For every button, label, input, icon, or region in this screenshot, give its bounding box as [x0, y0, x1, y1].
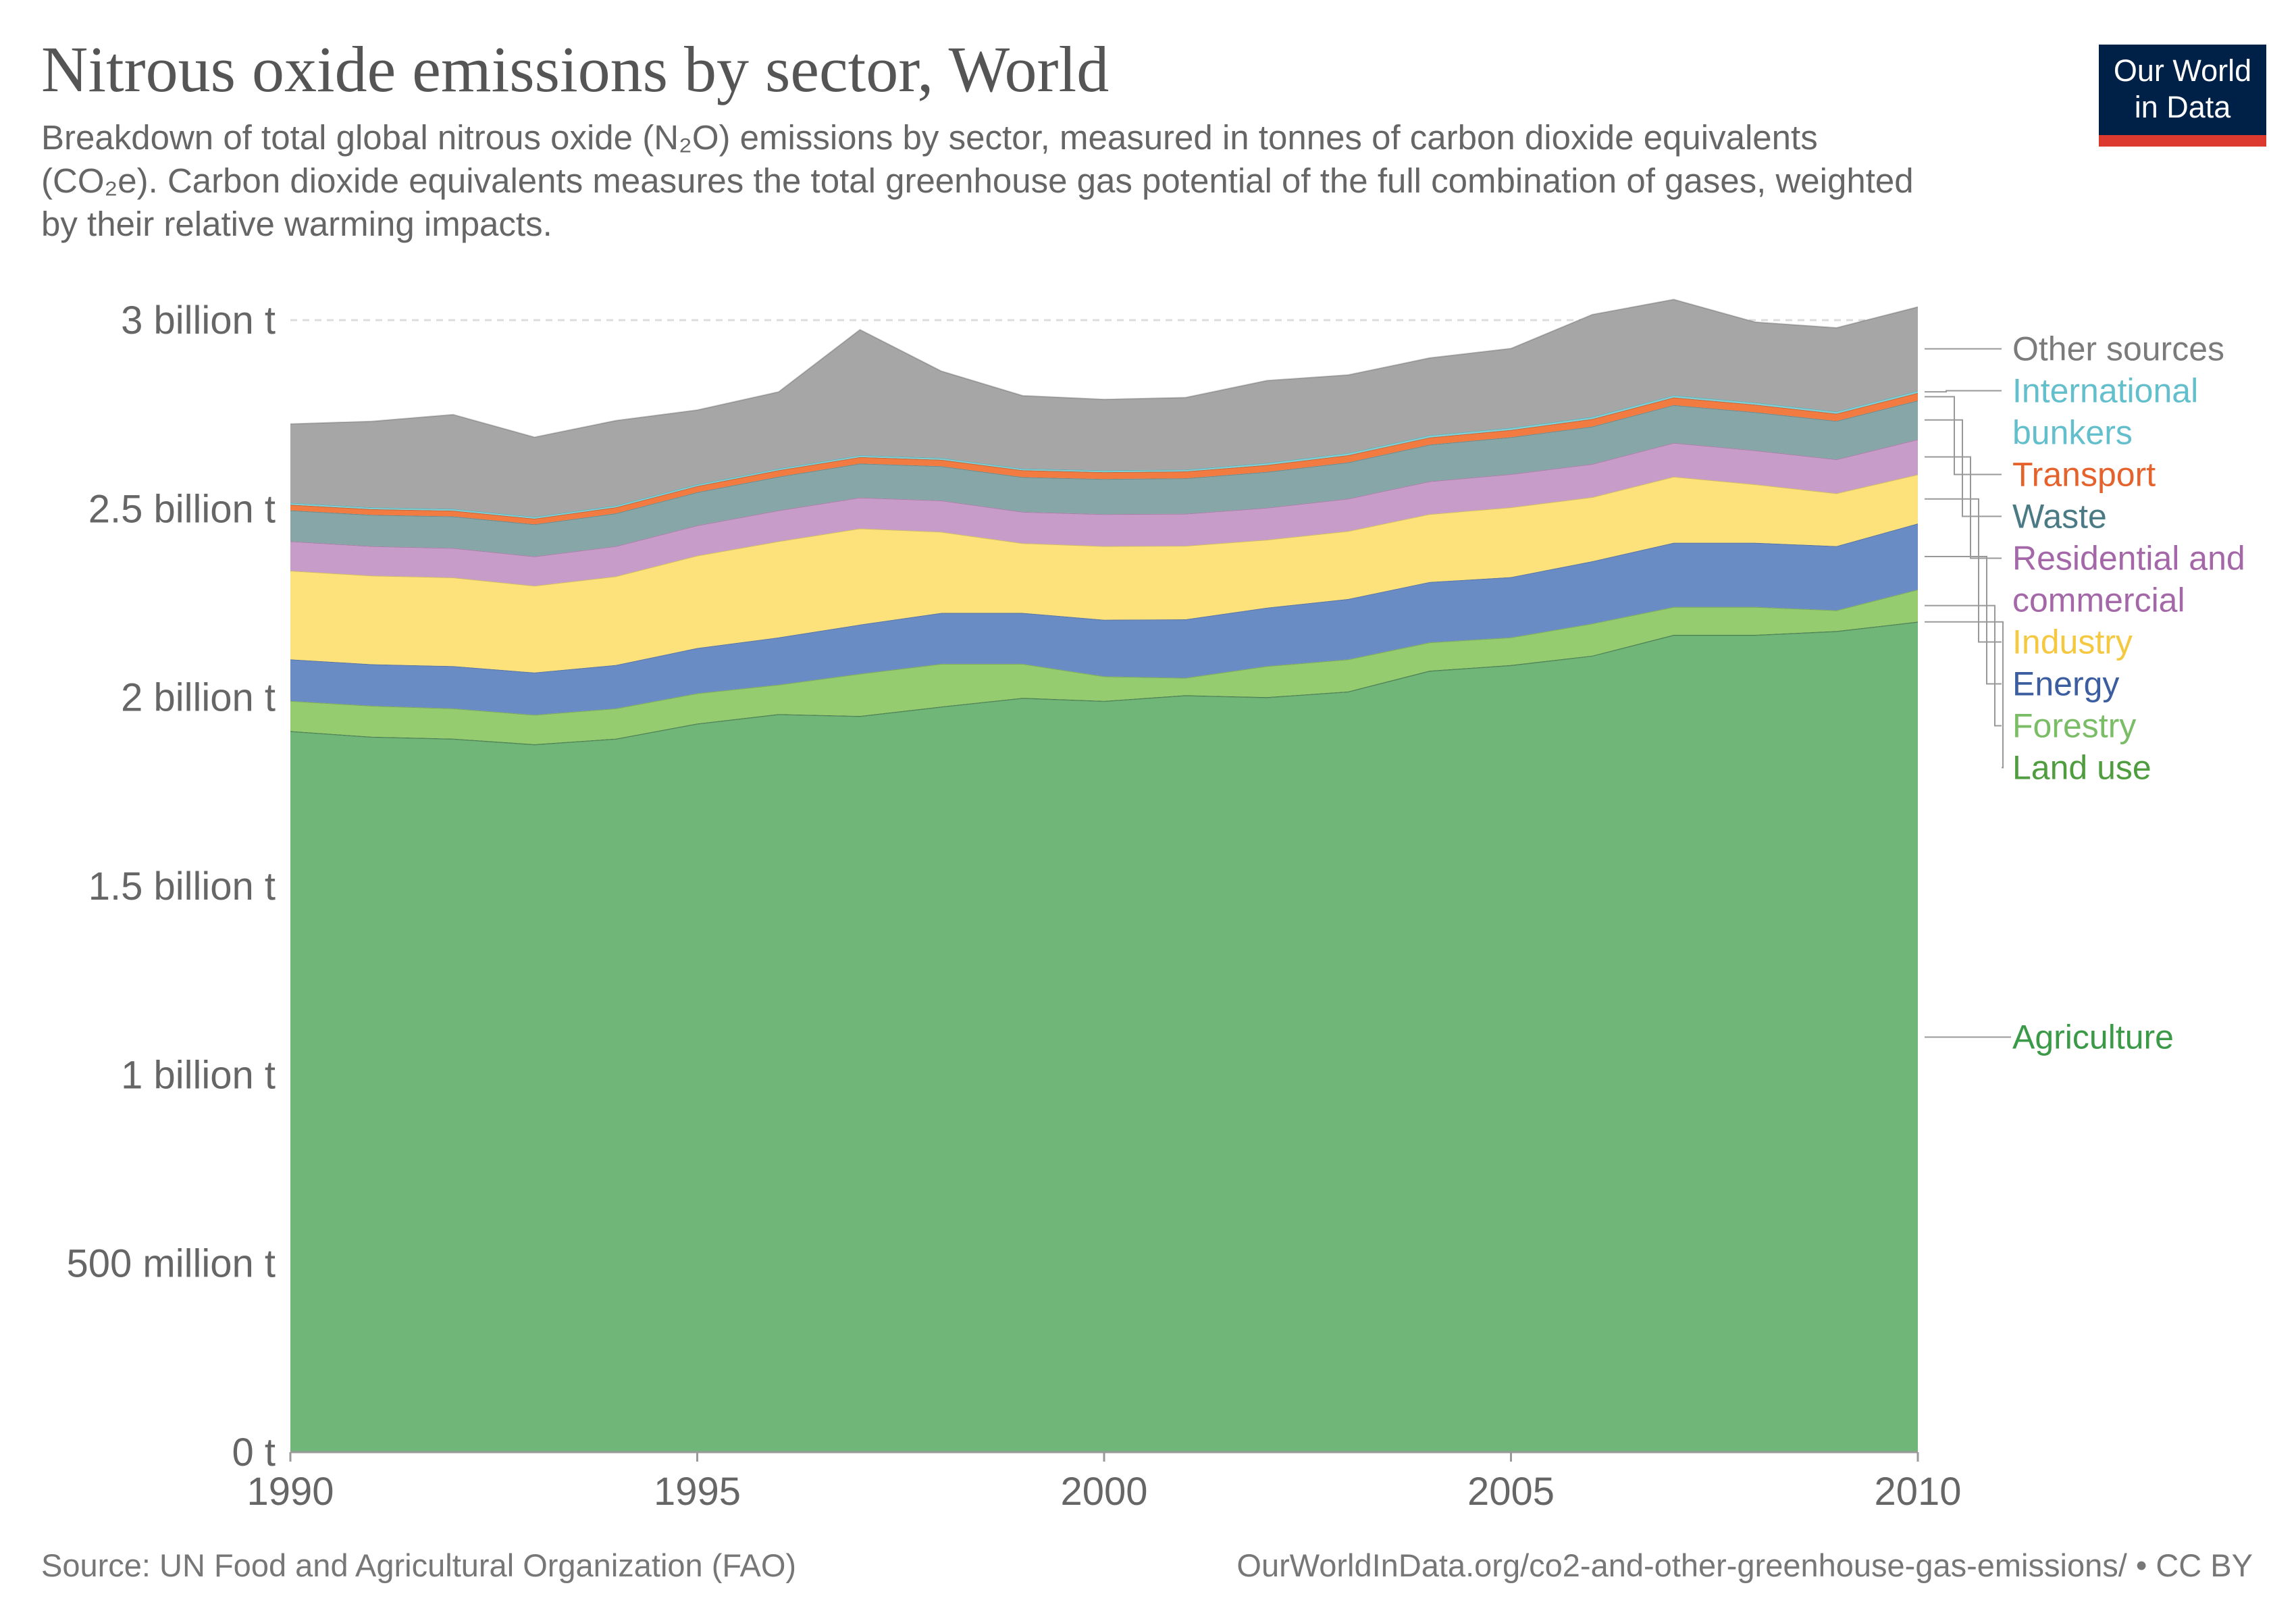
area-edge	[290, 299, 1919, 438]
chart-title: Nitrous oxide emissions by sector, World	[41, 33, 1110, 105]
series-label: Industry	[2012, 623, 2133, 661]
y-tick-label: 2.5 billion t	[88, 487, 276, 531]
x-tick-label: 1995	[654, 1470, 741, 1514]
area-energy	[290, 523, 1918, 715]
label-connector	[1925, 419, 2002, 517]
series-label: Waste	[2012, 497, 2107, 535]
series-label: Transport	[2012, 455, 2156, 493]
series-label: Residential and commercial	[2012, 539, 2245, 619]
area-other-sources	[290, 299, 1918, 517]
series-labels: Other sources International bunkers Transpo…	[1925, 330, 2245, 1056]
series-label: Other sources	[2012, 330, 2224, 367]
x-tick-label: 2005	[1467, 1470, 1555, 1514]
label-connector	[1925, 390, 2002, 393]
area-industry	[290, 474, 1918, 673]
logo-line-2: in Data	[2134, 90, 2231, 124]
label-connector	[1925, 396, 2002, 475]
series-label: Land use	[2012, 748, 2151, 786]
area-series	[290, 299, 1919, 1452]
label-connector	[1925, 621, 2004, 769]
series-label: Forestry	[2012, 706, 2136, 744]
x-tick-label: 2010	[1874, 1470, 1961, 1514]
series-label: Energy	[2012, 665, 2119, 702]
logo-line-1: Our World	[2113, 53, 2252, 88]
source-note: Source: UN Food and Agricultural Organiz…	[41, 1547, 797, 1583]
y-tick-label: 1.5 billion t	[88, 865, 276, 908]
label-connector	[1925, 604, 2002, 727]
area-residential-and-commercial	[290, 439, 1918, 586]
series-label: International bunkers	[2012, 371, 2198, 451]
area-waste	[290, 401, 1918, 557]
area-international-bunkers	[290, 390, 1918, 519]
chart-subtitle: Breakdown of total global nitrous oxide …	[41, 118, 1914, 243]
x-tick-label: 2000	[1060, 1470, 1147, 1514]
label-connector	[1925, 556, 2002, 685]
label-connector	[1925, 498, 2002, 643]
y-tick-label: 0 t	[232, 1431, 276, 1474]
area-transport	[290, 392, 1918, 525]
y-tick-label: 1 billion t	[121, 1053, 276, 1097]
y-tick-label: 500 million t	[67, 1242, 276, 1286]
y-tick-label: 3 billion t	[121, 299, 276, 342]
axes: 0 t 500 million t 1 billion t 1.5 billion t…	[67, 299, 1962, 1514]
source-url[interactable]: OurWorldInData.org/co2-and-other-greenho…	[1236, 1547, 2253, 1583]
series-label: Agriculture	[2012, 1018, 2174, 1056]
owid-logo[interactable]: Our World in Data	[2099, 45, 2266, 147]
y-tick-label: 2 billion t	[121, 676, 276, 720]
x-tick-label: 1990	[246, 1470, 334, 1514]
area-agriculture	[290, 621, 1918, 1452]
area-forestry	[290, 589, 1918, 744]
